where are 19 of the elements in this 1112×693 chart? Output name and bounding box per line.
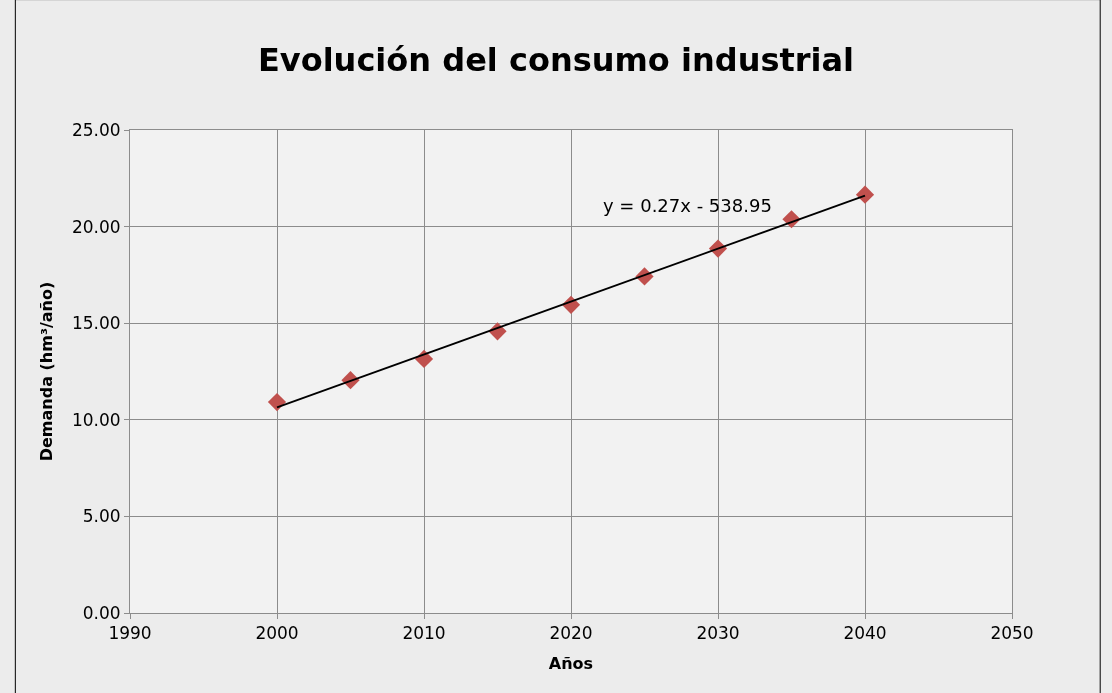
- x-tick-label: 2050: [990, 623, 1034, 644]
- x-axis-title: Años: [548, 654, 594, 674]
- chart-title: Evolución del consumo industrial: [257, 40, 855, 79]
- y-axis-title: Demanda (hm³/año): [36, 281, 56, 462]
- point: [267, 392, 287, 412]
- y-tick-label: 25.00: [71, 119, 121, 140]
- y-tick-label: 20.00: [71, 216, 121, 237]
- y-tick-label: 5.00: [82, 506, 121, 527]
- x-tick-label: 2020: [549, 623, 593, 644]
- point: [855, 185, 875, 204]
- x-tick-label: 1990: [108, 623, 152, 644]
- annotation: y = 0.27x - 538.95: [603, 195, 772, 216]
- y-tick-label: 15.00: [71, 313, 121, 334]
- x-tick-label: 2030: [696, 623, 740, 644]
- y-tick-label: 0.00: [82, 602, 121, 623]
- x-tick-label: 2010: [402, 623, 446, 644]
- x-tick-label: 2000: [255, 623, 299, 644]
- x-tick-label: 2040: [843, 623, 887, 644]
- y-tick-label: 10.00: [71, 409, 121, 430]
